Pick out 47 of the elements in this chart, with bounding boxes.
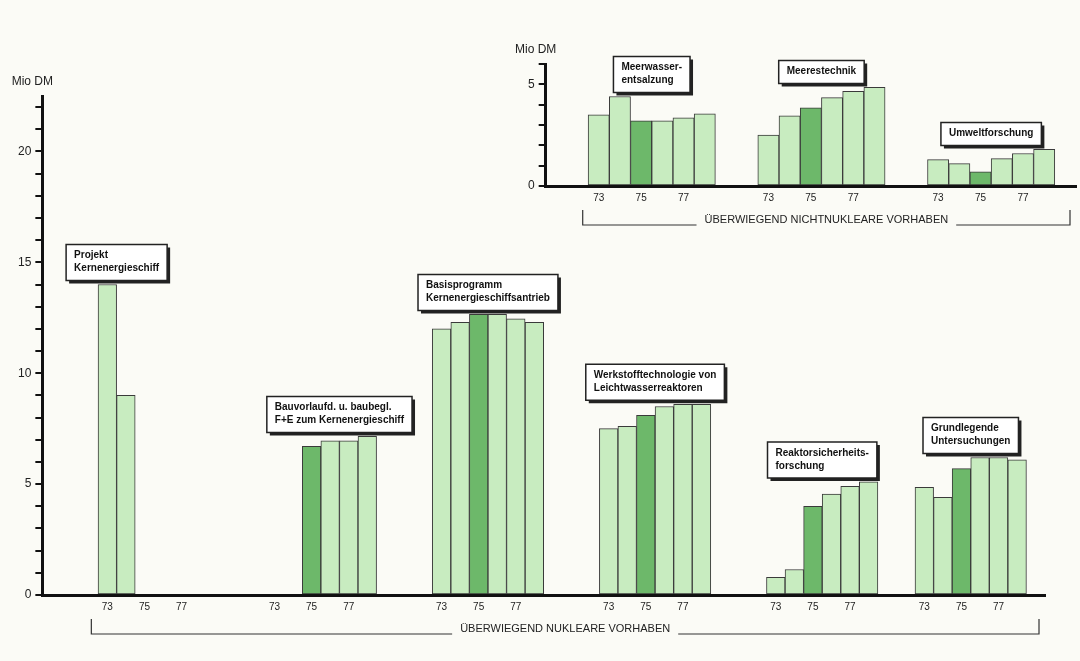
x-tick-label: 75 xyxy=(640,600,652,612)
y-tick-label: 5 xyxy=(24,476,32,491)
x-tick-label: 73 xyxy=(268,600,281,612)
annotation: ÜBERWIEGEND NICHTNUKLEARE VORHABEN xyxy=(704,213,949,226)
x-tick-label: 73 xyxy=(918,600,931,612)
y-axis-title: Mio DM xyxy=(11,74,54,89)
y-tick-label: 20 xyxy=(17,143,32,158)
x-tick-label: 73 xyxy=(435,600,448,612)
x-tick-label: 77 xyxy=(510,600,522,612)
y-tick-label: 5 xyxy=(527,76,535,91)
series-label: Meerestechnik xyxy=(786,65,857,77)
text: Bauvorlaufd. u. baubegl. F+E zum Kernenergieschiff xyxy=(274,401,405,426)
y-tick-label: 0 xyxy=(24,587,32,602)
x-tick-label: 77 xyxy=(176,600,188,612)
x-tick-label: 77 xyxy=(343,600,355,612)
x-tick-label: 75 xyxy=(805,191,817,203)
x-tick-label: 73 xyxy=(603,600,615,612)
x-tick-label: 77 xyxy=(677,600,689,612)
series-label: Reaktorsicherheits- forschung xyxy=(775,446,869,471)
x-tick-label: 73 xyxy=(101,600,114,612)
x-tick-label: 75 xyxy=(974,191,987,203)
y-tick-label: 10 xyxy=(17,365,32,380)
x-tick-label: 77 xyxy=(847,191,860,203)
y-axis-title: Mio DM xyxy=(515,42,557,57)
x-tick-label: 75 xyxy=(955,600,968,612)
x-tick-label: 77 xyxy=(993,600,1005,612)
series-label: Umweltforschung xyxy=(948,127,1034,139)
x-tick-label: 73 xyxy=(770,600,782,612)
x-tick-label: 75 xyxy=(635,191,648,203)
x-tick-label: 73 xyxy=(593,191,605,203)
series-label: Grundlegende Untersuchungen xyxy=(931,422,1011,447)
series-label: Meerwasser- entsalzung xyxy=(621,61,683,86)
x-tick-label: 75 xyxy=(473,600,485,612)
text: Basisprogramm Kernenergieschiffsantrieb xyxy=(426,279,550,304)
x-tick-label: 73 xyxy=(762,191,775,203)
x-tick-label: 77 xyxy=(1017,191,1029,203)
x-tick-label: 73 xyxy=(932,191,945,203)
x-tick-label: 77 xyxy=(844,600,857,612)
text: ÜBERWIEGEND NUKLEARE VORHABEN xyxy=(460,622,671,635)
y-tick-label: 0 xyxy=(527,178,535,193)
x-tick-label: 75 xyxy=(138,600,151,612)
text: Projekt Kernenergieschiff xyxy=(74,249,160,274)
x-tick-label: 75 xyxy=(306,600,318,612)
series-label: Werkstofftechnologie von Leichtwasserreaktoren xyxy=(593,369,717,394)
x-tick-label: 77 xyxy=(678,191,690,203)
x-tick-label: 75 xyxy=(807,600,819,612)
y-tick-label: 15 xyxy=(17,254,32,269)
